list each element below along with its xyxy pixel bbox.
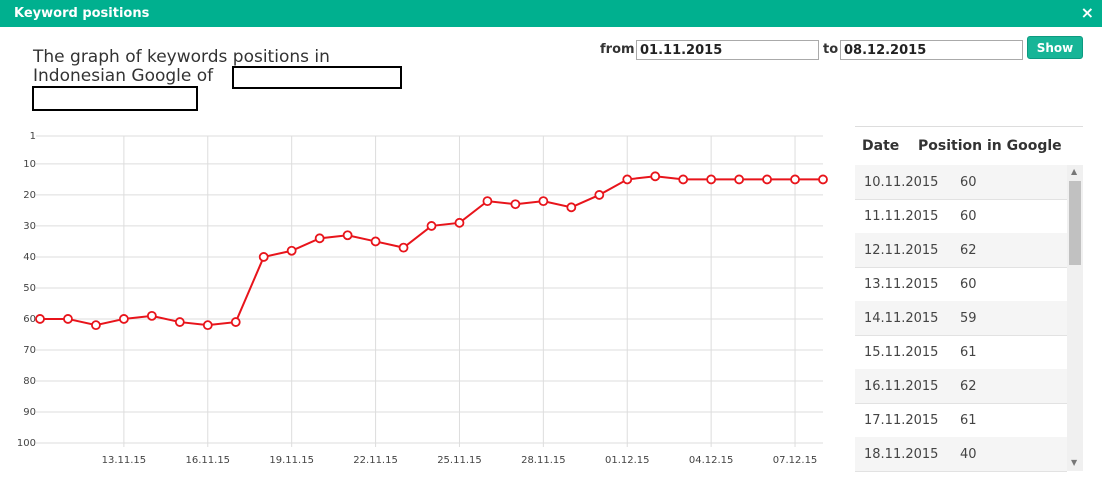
x-tick-label: 01.12.15 (605, 455, 650, 466)
y-tick-label: 90 (23, 407, 36, 418)
data-point (622, 174, 633, 185)
data-point (91, 320, 101, 331)
table-cell: 13.11.2015 (864, 277, 939, 292)
table-cell: 62 (960, 243, 977, 258)
data-point (594, 190, 605, 200)
table-row: 13.11.2015 60 (855, 267, 1067, 302)
x-tick-label: 28.11.15 (521, 455, 566, 466)
scrollbar[interactable]: ▲ ▼ (1067, 165, 1083, 471)
scroll-thumb[interactable] (1069, 181, 1081, 265)
data-point (118, 314, 129, 324)
data-point (790, 174, 800, 185)
data-point (174, 317, 185, 327)
from-label: from (600, 42, 635, 57)
data-point (566, 202, 577, 213)
to-label: to (823, 42, 839, 57)
y-tick-label: 30 (23, 221, 36, 232)
data-point (482, 196, 493, 207)
x-tick-label: 19.11.15 (269, 455, 314, 466)
data-point (454, 217, 465, 228)
data-point (35, 314, 45, 324)
table-cell: 15.11.2015 (864, 345, 939, 360)
data-point (398, 242, 409, 253)
data-point (678, 174, 689, 185)
table-row: 11.11.2015 60 (855, 199, 1067, 234)
y-tick-label: 70 (23, 345, 36, 356)
table-cell: 59 (960, 311, 977, 326)
y-tick-label: 1 (30, 131, 36, 142)
table-header: Position in Google (918, 138, 1062, 154)
table-row: 17.11.2015 61 (855, 403, 1067, 438)
x-tick-label: 13.11.15 (102, 455, 147, 466)
show-button[interactable]: Show (1027, 36, 1083, 59)
data-point (706, 174, 717, 185)
data-point (342, 230, 353, 241)
table-cell: 61 (960, 345, 977, 360)
table-row: 18.11.2015 40 (855, 437, 1067, 472)
x-tick-label: 16.11.15 (186, 455, 231, 466)
table-cell: 61 (960, 413, 977, 428)
y-tick-label: 60 (23, 314, 36, 325)
data-point (286, 245, 297, 256)
data-point (202, 320, 213, 331)
data-point (650, 171, 661, 182)
table-cell: 60 (960, 277, 977, 292)
table-row: 10.11.2015 60 (855, 165, 1067, 200)
table-row: 16.11.2015 62 (855, 369, 1067, 404)
data-point (818, 174, 828, 185)
table-cell: 12.11.2015 (864, 243, 939, 258)
data-point (314, 233, 325, 244)
data-point (370, 236, 381, 247)
from-input[interactable]: 01.11.2015 (636, 40, 819, 60)
y-tick-label: 50 (23, 283, 36, 294)
y-tick-label: 80 (23, 376, 36, 387)
table-row: 15.11.2015 61 (855, 335, 1067, 370)
redacted (232, 66, 402, 89)
data-point (426, 221, 437, 231)
y-tick-label: 100 (17, 438, 36, 449)
table-cell: 10.11.2015 (864, 175, 939, 190)
y-tick-label: 20 (23, 190, 36, 201)
x-tick-label: 04.12.15 (689, 455, 734, 466)
table: Date Position in Google 10.11.2015 60 11.1… (855, 126, 1083, 472)
table-cell: 60 (960, 175, 977, 190)
title-bar: Keyword positions × (0, 0, 1102, 27)
x-tick-label: 22.11.15 (353, 455, 398, 466)
table-cell: 16.11.2015 (864, 379, 939, 394)
data-point (230, 317, 241, 327)
table-cell: 17.11.2015 (864, 413, 939, 428)
x-tick-label: 07.12.15 (773, 455, 818, 466)
scroll-up[interactable]: ▲ (1071, 167, 1078, 176)
scroll-down[interactable]: ▼ (1071, 458, 1078, 467)
table-row: 14.11.2015 59 (855, 301, 1067, 336)
table-row: 12.11.2015 62 (855, 233, 1067, 268)
data-point (258, 252, 269, 262)
data-point (538, 196, 549, 207)
series-line (40, 175, 823, 327)
y-tick-label: 40 (23, 252, 36, 263)
dialog-title: Keyword positions (14, 6, 150, 21)
to-input[interactable]: 08.12.2015 (840, 40, 1023, 60)
data-point (762, 174, 772, 185)
x-tick-label: 25.11.15 (437, 455, 482, 466)
heading: The graph of keywords positions in Indon… (33, 47, 330, 86)
table-cell: 18.11.2015 (864, 447, 939, 462)
data-point (146, 310, 157, 321)
data-point (510, 199, 521, 210)
data-point (63, 314, 73, 324)
data-point (734, 174, 745, 185)
table-header: Date (862, 138, 900, 154)
table-cell: 62 (960, 379, 977, 394)
chart: 1 10 20 30 40 50 60 70 80 90 100 13.11.15 16.11.15 19… (17, 131, 828, 466)
close-button[interactable]: × (1080, 3, 1094, 22)
table-cell: 14.11.2015 (864, 311, 939, 326)
y-tick-label: 10 (23, 159, 36, 170)
table-cell: 11.11.2015 (864, 209, 939, 224)
table-cell: 40 (960, 447, 977, 462)
table-cell: 60 (960, 209, 977, 224)
redacted (32, 86, 198, 111)
